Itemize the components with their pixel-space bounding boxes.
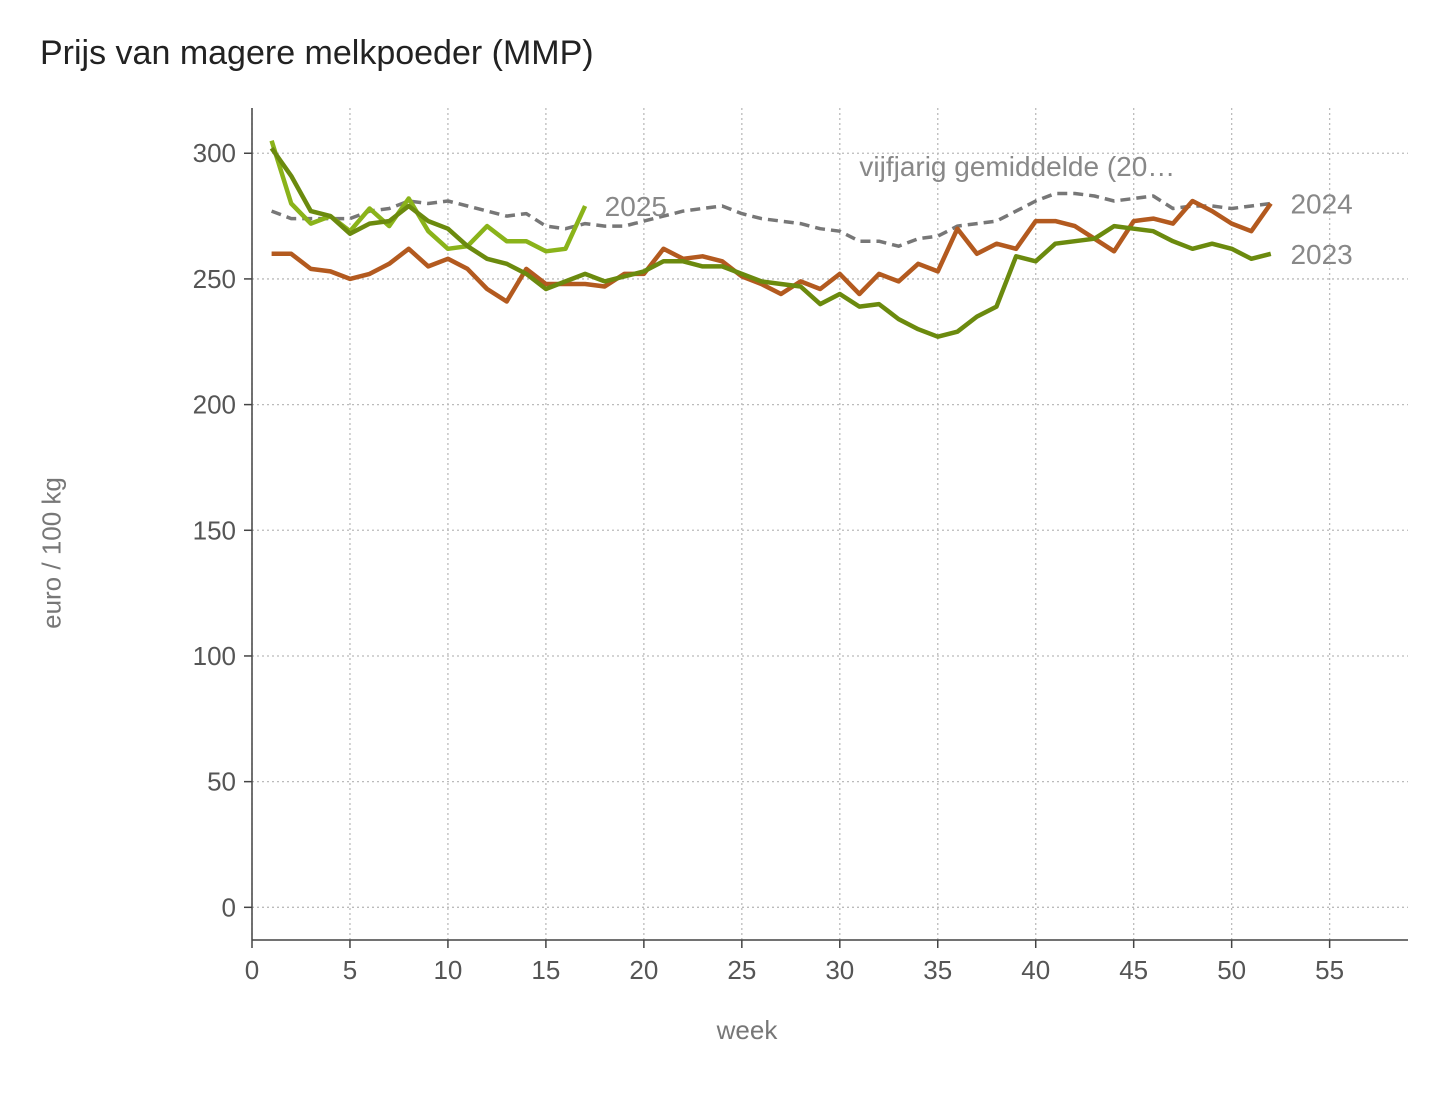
x-tick-label: 35 [923, 955, 952, 985]
series-label: vijfjarig gemiddelde (20… [859, 151, 1175, 182]
x-tick-label: 40 [1021, 955, 1050, 985]
series-label: 2025 [605, 191, 667, 222]
series-line-2023 [269, 146, 1272, 339]
grid-lines [251, 108, 1408, 940]
y-tick-label: 200 [193, 390, 236, 420]
x-tick-label: 5 [343, 955, 357, 985]
y-tick-label: 0 [222, 892, 236, 922]
y-tick-label: 150 [193, 515, 236, 545]
x-tick-label: 20 [629, 955, 658, 985]
y-tick-label: 50 [207, 767, 236, 797]
series-line-2025 [269, 140, 588, 254]
x-tick-label: 55 [1315, 955, 1344, 985]
series-line-2024 [271, 198, 1273, 304]
series-labels: vijfjarig gemiddelde (20… 2025 2024 2023 [605, 151, 1353, 270]
axes [244, 108, 1408, 948]
x-tick-label: 30 [825, 955, 854, 985]
y-tick-label: 300 [193, 138, 236, 168]
series-lines [269, 140, 1273, 339]
y-tick-label: 250 [193, 264, 236, 294]
series-label: 2023 [1290, 239, 1352, 270]
series-line-vijfjarig-gemiddelde-20 [270, 191, 1272, 248]
series-label: 2024 [1290, 189, 1352, 220]
x-tick-label: 25 [727, 955, 756, 985]
y-tick-label: 100 [193, 641, 236, 671]
x-tick-label: 10 [433, 955, 462, 985]
x-tick-label: 45 [1119, 955, 1148, 985]
x-tick-label: 0 [245, 955, 259, 985]
x-tick-label: 15 [531, 955, 560, 985]
chart-title: Prijs van magere melkpoeder (MMP) [40, 34, 594, 72]
x-axis-label: week [716, 1015, 778, 1045]
x-tick-label: 50 [1217, 955, 1246, 985]
